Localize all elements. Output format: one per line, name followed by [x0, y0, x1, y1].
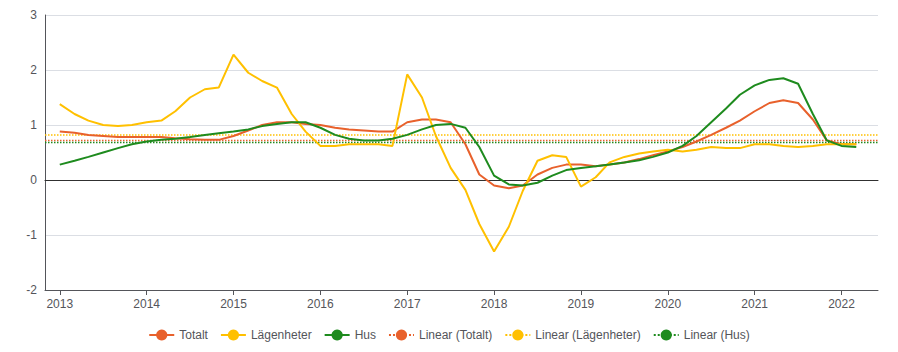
svg-text:Totalt: Totalt: [179, 328, 208, 342]
svg-text:-2: -2: [26, 283, 37, 297]
svg-text:2: 2: [30, 63, 37, 77]
svg-text:Linear (Lägenheter): Linear (Lägenheter): [535, 328, 640, 342]
svg-text:2014: 2014: [133, 297, 160, 311]
svg-text:2018: 2018: [481, 297, 508, 311]
svg-text:2019: 2019: [568, 297, 595, 311]
svg-text:Linear (Totalt): Linear (Totalt): [419, 328, 492, 342]
svg-text:2013: 2013: [46, 297, 73, 311]
svg-text:2017: 2017: [394, 297, 421, 311]
svg-text:Linear (Hus): Linear (Hus): [684, 328, 750, 342]
svg-text:Lägenheter: Lägenheter: [251, 328, 312, 342]
svg-text:2022: 2022: [828, 297, 855, 311]
svg-text:1: 1: [30, 118, 37, 132]
svg-text:0: 0: [30, 173, 37, 187]
svg-text:-1: -1: [26, 228, 37, 242]
svg-text:2016: 2016: [307, 297, 334, 311]
svg-text:2021: 2021: [741, 297, 768, 311]
svg-text:2020: 2020: [654, 297, 681, 311]
svg-text:3: 3: [30, 8, 37, 22]
svg-text:2015: 2015: [220, 297, 247, 311]
svg-text:Hus: Hus: [355, 328, 376, 342]
